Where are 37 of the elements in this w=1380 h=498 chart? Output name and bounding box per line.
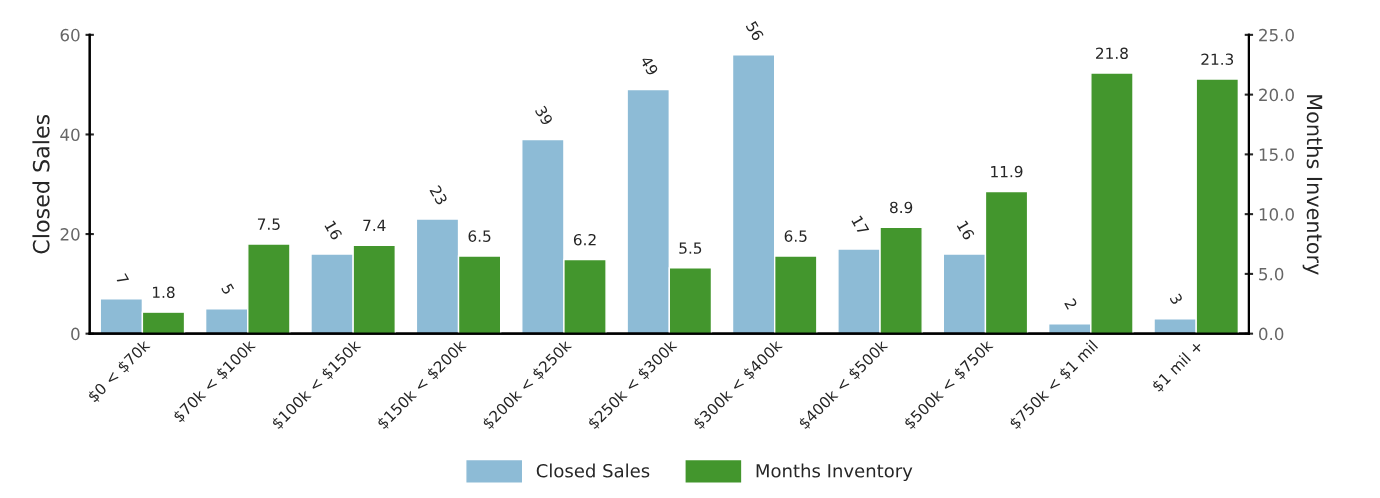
data-label: 8.9 bbox=[890, 201, 913, 214]
data-label: 6.5 bbox=[784, 230, 807, 242]
y2-axis-title: Months Inventory bbox=[1302, 95, 1323, 275]
data-label: 7 bbox=[115, 273, 130, 285]
y-tick-label: 20 bbox=[60, 228, 80, 241]
data-label: 5.5 bbox=[679, 242, 702, 254]
x-tick-label: $1 mil + bbox=[1150, 339, 1205, 394]
data-label: 39 bbox=[534, 105, 554, 126]
data-label: 56 bbox=[745, 20, 765, 42]
data-label: 16 bbox=[324, 220, 343, 241]
y2-tick-label: 5.0 bbox=[1259, 267, 1284, 281]
y-tick-label: 40 bbox=[60, 128, 80, 142]
data-label: 7.5 bbox=[257, 218, 280, 230]
data-label: 3 bbox=[1169, 292, 1184, 306]
data-label: 23 bbox=[429, 184, 448, 206]
data-label: 21.3 bbox=[1201, 53, 1234, 66]
data-label: 21.8 bbox=[1096, 47, 1128, 60]
data-label: 1.8 bbox=[153, 286, 175, 299]
data-label: 6.5 bbox=[468, 230, 491, 242]
y2-tick-label: 0.0 bbox=[1259, 327, 1284, 341]
data-label: 7.4 bbox=[363, 219, 386, 231]
data-label: 2 bbox=[1064, 297, 1078, 310]
y2-tick-label: 20.0 bbox=[1259, 88, 1294, 102]
legend-label: Months Inventory bbox=[756, 463, 913, 482]
y-tick-label: 0 bbox=[71, 327, 80, 341]
data-label: 49 bbox=[639, 55, 659, 77]
y-axis-title: Closed Sales bbox=[32, 114, 50, 254]
data-label: 16 bbox=[956, 220, 975, 241]
data-label: 11.9 bbox=[991, 165, 1023, 178]
data-label: 6.2 bbox=[573, 233, 596, 246]
legend-label: Closed Sales bbox=[536, 463, 650, 478]
y2-tick-label: 25.0 bbox=[1259, 28, 1294, 42]
data-label: 5 bbox=[221, 283, 235, 296]
y-tick-label: 60 bbox=[60, 28, 80, 42]
data-label: 17 bbox=[851, 215, 870, 236]
y2-tick-label: 10.0 bbox=[1259, 208, 1294, 221]
y2-tick-label: 15.0 bbox=[1259, 148, 1294, 161]
